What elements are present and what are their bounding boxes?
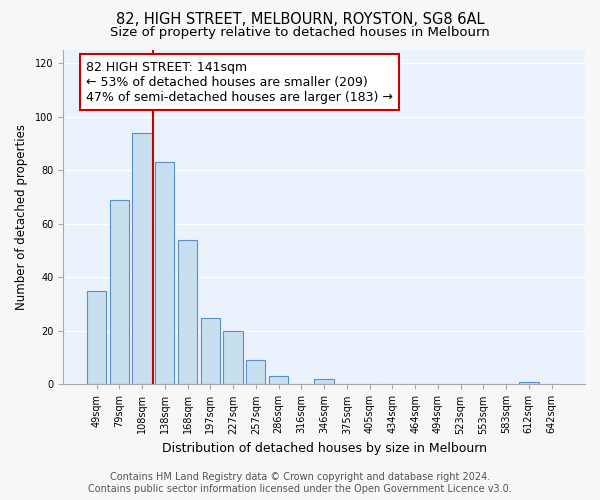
- Bar: [314, 379, 334, 384]
- Text: Size of property relative to detached houses in Melbourn: Size of property relative to detached ho…: [110, 26, 490, 39]
- Text: Contains HM Land Registry data © Crown copyright and database right 2024.
Contai: Contains HM Land Registry data © Crown c…: [88, 472, 512, 494]
- Bar: [87, 291, 106, 384]
- Bar: [110, 200, 129, 384]
- Y-axis label: Number of detached properties: Number of detached properties: [15, 124, 28, 310]
- Bar: [223, 331, 243, 384]
- Bar: [246, 360, 265, 384]
- Bar: [155, 162, 175, 384]
- Bar: [133, 133, 152, 384]
- Bar: [519, 382, 539, 384]
- Bar: [200, 318, 220, 384]
- Text: 82 HIGH STREET: 141sqm
← 53% of detached houses are smaller (209)
47% of semi-de: 82 HIGH STREET: 141sqm ← 53% of detached…: [86, 60, 393, 104]
- X-axis label: Distribution of detached houses by size in Melbourn: Distribution of detached houses by size …: [161, 442, 487, 455]
- Bar: [269, 376, 288, 384]
- Text: 82, HIGH STREET, MELBOURN, ROYSTON, SG8 6AL: 82, HIGH STREET, MELBOURN, ROYSTON, SG8 …: [116, 12, 484, 28]
- Bar: [178, 240, 197, 384]
